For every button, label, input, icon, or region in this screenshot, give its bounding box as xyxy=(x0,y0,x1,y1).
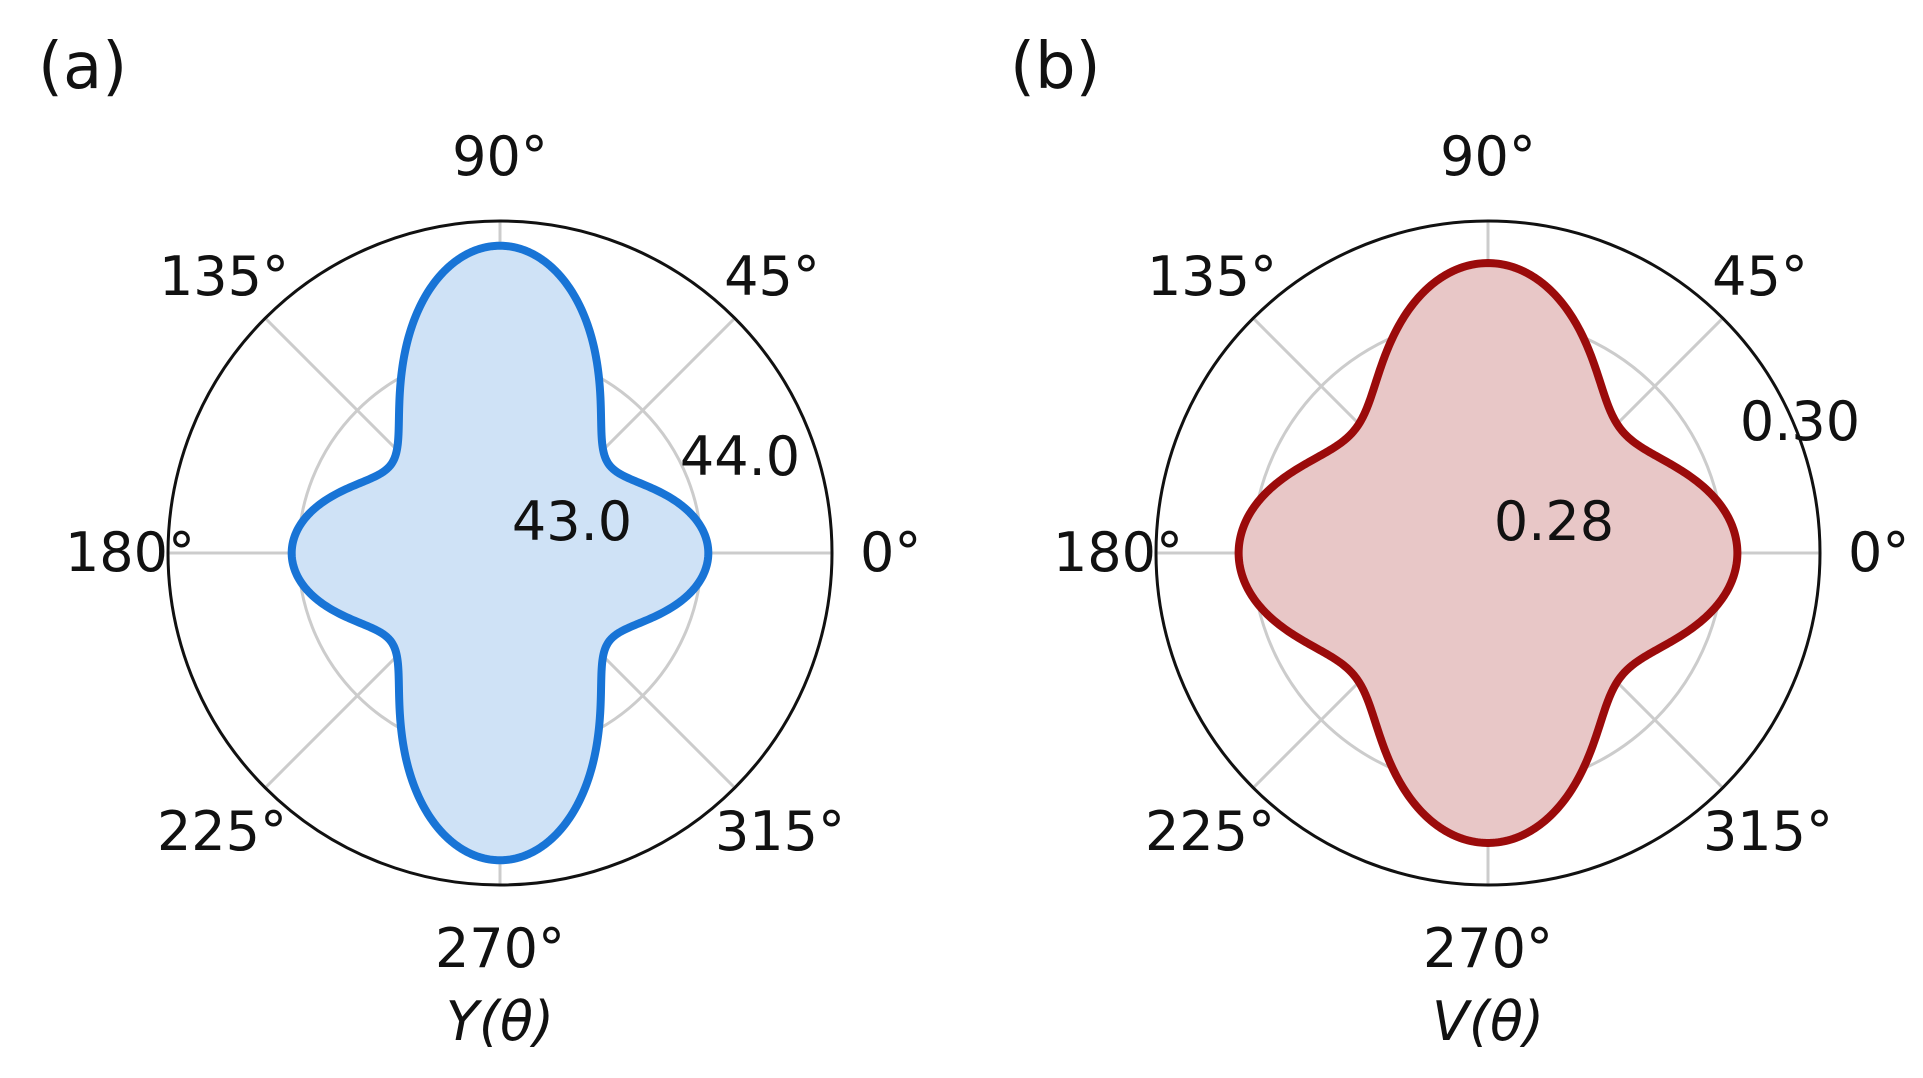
angle-tick-label: 225° xyxy=(1145,800,1275,863)
polar-panel-b: (b) 0° 45° 90° 135° 180° 225° 270° 315° 0.28 0.3… xyxy=(1010,30,1909,1053)
radial-tick-label: 43.0 xyxy=(512,490,632,553)
series-area xyxy=(1234,259,1742,847)
angle-tick-label: 315° xyxy=(715,800,845,863)
angle-tick-label: 45° xyxy=(1712,245,1808,308)
series-curve xyxy=(287,241,713,865)
angle-tick-label: 315° xyxy=(1703,800,1833,863)
angle-tick-label: 180° xyxy=(1053,521,1183,584)
angle-tick-label: 180° xyxy=(65,521,195,584)
radial-tick-label: 44.0 xyxy=(680,425,800,488)
polar-frame xyxy=(166,219,834,887)
outer-frame xyxy=(166,219,834,887)
polar-frame xyxy=(1154,219,1822,887)
panel-label: (a) xyxy=(38,30,127,104)
radial-tick-labels: 0.28 0.30 xyxy=(1494,390,1860,553)
radial-tick-labels: 43.0 44.0 xyxy=(512,425,800,553)
angle-tick-label: 45° xyxy=(724,245,820,308)
angle-tick-labels: 0° 45° 90° 135° 180° 225° 270° 315° xyxy=(65,125,921,980)
x-axis-label: V(θ) xyxy=(1432,990,1544,1053)
angle-tick-label: 0° xyxy=(860,521,921,584)
radial-tick-label: 0.28 xyxy=(1494,490,1614,553)
angle-tick-label: 135° xyxy=(1147,245,1277,308)
angle-tick-labels: 0° 45° 90° 135° 180° 225° 270° 315° xyxy=(1053,125,1909,980)
panel-label: (b) xyxy=(1010,30,1101,104)
series-area xyxy=(287,241,713,865)
angle-tick-label: 0° xyxy=(1848,521,1909,584)
angle-tick-label: 135° xyxy=(159,245,289,308)
polar-panel-a: (a) 0° 45° 90° 135° 180° 225° 270° 315° 43.0 44.… xyxy=(38,30,921,1053)
series-curve xyxy=(1234,259,1742,847)
angle-tick-label: 90° xyxy=(1440,125,1536,188)
x-axis-label: Y(θ) xyxy=(446,990,554,1053)
angle-tick-label: 225° xyxy=(157,800,287,863)
angle-tick-label: 90° xyxy=(452,125,548,188)
angle-tick-label: 270° xyxy=(435,917,565,980)
outer-frame xyxy=(1154,219,1822,887)
angle-tick-label: 270° xyxy=(1423,917,1553,980)
radial-tick-label: 0.30 xyxy=(1740,390,1860,453)
